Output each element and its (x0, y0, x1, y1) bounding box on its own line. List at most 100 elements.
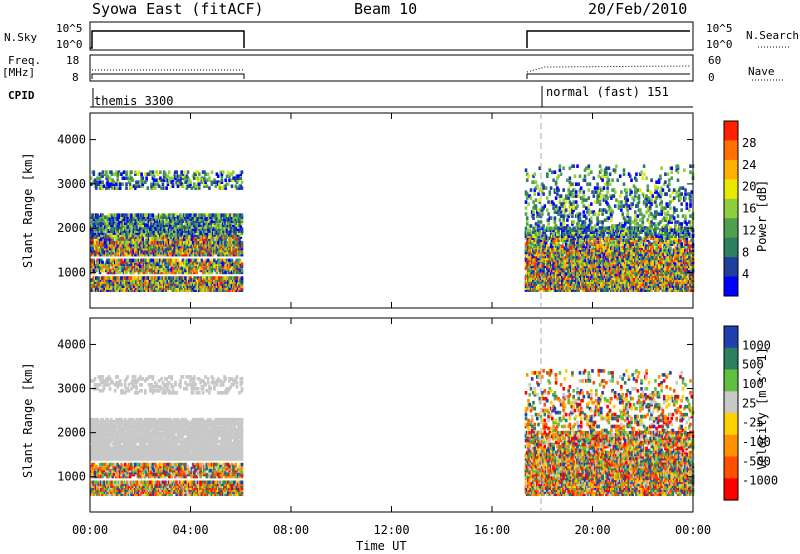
power-cell (237, 227, 240, 231)
power-cell (152, 184, 156, 188)
power-cell (198, 182, 201, 186)
power-cell (137, 170, 141, 174)
power-cell (179, 180, 182, 184)
power-cell (533, 260, 537, 265)
power-cell (585, 238, 588, 242)
power-cell (585, 166, 588, 170)
power-cell (571, 164, 574, 168)
power-cell (578, 240, 582, 244)
power-cell (226, 170, 230, 174)
nsearch-tick-top: 10^5 (706, 22, 733, 35)
power-cell (240, 268, 244, 273)
power-cell (569, 248, 573, 252)
power-cell (562, 216, 565, 220)
power-cell (118, 286, 122, 290)
power-cell (96, 258, 99, 263)
power-cell (221, 213, 225, 217)
power-cell (525, 172, 529, 176)
power-cell (154, 186, 157, 190)
power-cell (92, 217, 96, 221)
power-cell (571, 244, 574, 248)
power-cell (239, 248, 243, 253)
date-title: 20/Feb/2010 (588, 0, 688, 18)
power-cell (169, 260, 172, 265)
power-cell (176, 258, 180, 263)
power-cell (568, 230, 572, 234)
power-cell (181, 258, 185, 263)
power-cell (144, 180, 147, 184)
power-cell (115, 246, 118, 251)
power-cell (136, 237, 140, 241)
power-cell (577, 280, 580, 284)
power-cell (110, 229, 113, 233)
power-cell (149, 233, 152, 237)
power-cell (147, 244, 151, 249)
power-cell (235, 258, 239, 263)
power-cell (561, 230, 564, 234)
power-cell (117, 237, 121, 241)
power-cell (117, 225, 121, 229)
power-cell (556, 258, 559, 263)
power-cell (238, 237, 241, 241)
power-cell (240, 227, 244, 231)
power-cell (556, 176, 559, 180)
power-cell (583, 280, 587, 284)
power-cell (117, 284, 121, 288)
power-cell (167, 215, 171, 219)
power-cell (215, 270, 219, 275)
power-cell (116, 217, 119, 221)
power-cell (218, 213, 221, 217)
power-cell (571, 252, 574, 257)
power-cell (578, 228, 582, 232)
power-cell (578, 174, 582, 178)
power-cell (573, 260, 577, 265)
power-cell (237, 260, 240, 265)
power-cell (232, 170, 235, 174)
nave-tick-top: 60 (708, 54, 722, 67)
power-cell (240, 252, 244, 257)
power-cell (532, 212, 535, 216)
power-cell (541, 280, 544, 284)
power-cell (101, 174, 104, 178)
power-cell (206, 223, 210, 227)
power-cell (583, 228, 587, 232)
power-cell (534, 222, 538, 226)
power-cell (198, 186, 201, 190)
power-cell (90, 176, 93, 180)
power-cell (579, 254, 583, 259)
power-cell (541, 182, 544, 186)
power-cell (571, 242, 574, 246)
power-cell (115, 288, 118, 292)
power-cell (537, 240, 540, 244)
power-cell (171, 288, 175, 292)
power-cell (142, 248, 146, 253)
power-cell (563, 250, 567, 255)
power-cell (532, 234, 535, 238)
power-cell (553, 190, 557, 194)
power-cell (92, 264, 96, 269)
power-cell (579, 226, 583, 230)
power-cell (568, 268, 572, 273)
power-cell (214, 184, 217, 188)
power-cell (110, 282, 113, 286)
power-cell (573, 174, 577, 178)
power-cell (537, 262, 540, 267)
power-cell (96, 233, 99, 237)
power-cell (552, 268, 555, 273)
power-cell (188, 260, 191, 265)
power-cell (579, 224, 583, 228)
power-cell (120, 237, 123, 241)
power-cell (203, 170, 206, 174)
power-cell (186, 217, 190, 221)
power-cell (200, 180, 204, 184)
power-cell (561, 228, 564, 232)
power-cell (146, 280, 150, 284)
power-cell (122, 260, 126, 265)
power-cell (136, 231, 140, 235)
power-cell (208, 219, 211, 223)
power-cell (586, 210, 589, 214)
power-cell (170, 268, 173, 273)
power-cell (585, 230, 588, 234)
power-cell (110, 242, 113, 247)
power-cell (573, 188, 577, 192)
